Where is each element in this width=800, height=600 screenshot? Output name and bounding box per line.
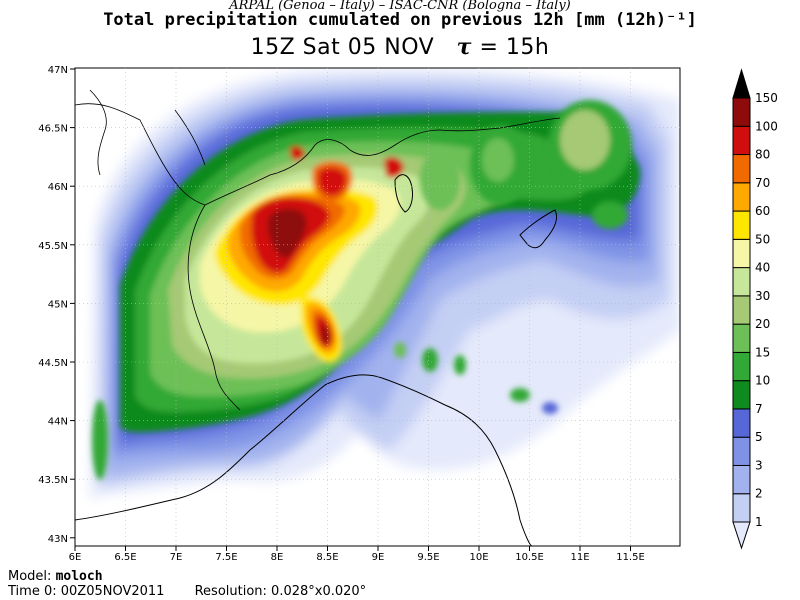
model-label: Model: (8, 569, 52, 584)
lon-tick-label: 10.5E (515, 552, 544, 563)
lon-tick-label: 9E (372, 552, 385, 563)
legend-level-label: 150 (755, 91, 778, 105)
legend-color-box (732, 238, 751, 269)
model-info: Model: moloch (8, 570, 103, 584)
run-info: Time 0: 00Z05NOV2011 Resolution: 0.028°x… (8, 585, 366, 599)
legend-level-label: 7 (755, 402, 763, 416)
color-legend: 1 2 3 5 7 10 15 20 30 40 50 60 70 80 100 150 (732, 68, 778, 550)
model-value: moloch (55, 569, 103, 584)
lat-tick-label: 43N (48, 534, 68, 545)
legend-level-label: 80 (755, 148, 770, 162)
legend-color-box (732, 436, 751, 466)
coastlines (75, 174, 558, 546)
lon-tick-label: 10E (469, 552, 488, 563)
borders (75, 89, 561, 411)
legend-end-triangle (732, 521, 751, 550)
valid-time-text: 15Z Sat 05 NOV (250, 35, 435, 60)
legend-level-label: 60 (755, 204, 770, 218)
legend-color-box (732, 125, 751, 156)
resolution-value: 0.028°x0.020° (271, 584, 367, 599)
legend-level-label: 3 (755, 458, 763, 472)
legend-color-box (732, 154, 751, 184)
legend-level-label: 15 (755, 345, 770, 359)
legend-level-label: 70 (755, 176, 770, 190)
lat-tick-label: 44.5N (38, 358, 68, 369)
lat-tick-label: 45N (48, 299, 68, 310)
tau-value: = 15h (479, 35, 550, 60)
valid-time: 15Z Sat 05 NOV τ = 15h (0, 34, 800, 60)
lon-tick-label: 6E (69, 552, 82, 563)
lat-tick-label: 47N (48, 65, 68, 76)
legend-color-box (732, 182, 751, 212)
legend-level-label: 100 (755, 119, 778, 133)
legend-level-label: 40 (755, 261, 770, 275)
legend-color-box (732, 464, 751, 495)
legend-color-box (732, 210, 751, 240)
legend-end-triangle (732, 68, 751, 99)
legend-level-label: 10 (755, 374, 770, 388)
legend-level-label: 30 (755, 289, 770, 303)
legend-color-box (732, 267, 751, 297)
axis-ticks: 6E 6.5E 7E 7.5E 8E 8.5E 9E 9.5E 10E 10.5E 11E 11.5E… (38, 65, 645, 563)
time0-label: Time 0: (8, 584, 57, 599)
lon-tick-label: 8.5E (316, 552, 338, 563)
lon-tick-label: 11.5E (616, 552, 645, 563)
time0-value: 00Z05NOV2011 (60, 584, 165, 599)
map-title: Total precipitation cumulated on previou… (103, 10, 697, 30)
legend-level-label: 2 (755, 487, 763, 501)
legend-color-box (732, 97, 751, 127)
legend-color-box (732, 351, 751, 382)
legend-level-label: 50 (755, 232, 770, 246)
lat-tick-label: 43.5N (38, 475, 68, 486)
legend-color-box (732, 493, 751, 523)
legend-color-box (732, 380, 751, 410)
legend-color-box (732, 295, 751, 325)
lon-tick-label: 7.5E (215, 552, 237, 563)
legend-level-label: 20 (755, 317, 770, 331)
resolution-label: Resolution: (194, 584, 267, 599)
lon-tick-label: 9.5E (417, 552, 439, 563)
legend-level-label: 1 (755, 515, 763, 529)
tau-symbol: τ (456, 34, 472, 60)
credit-line: ARPAL (Genoa – Italy) – ISAC-CNR (Bologn… (229, 0, 571, 13)
legend-color-box (732, 408, 751, 438)
lat-tick-label: 46N (48, 182, 68, 193)
lon-tick-label: 6.5E (114, 552, 136, 563)
lon-tick-label: 8E (271, 552, 284, 563)
lat-tick-label: 46.5N (38, 124, 68, 135)
lat-tick-label: 44N (48, 417, 68, 428)
legend-level-label: 5 (755, 430, 763, 444)
lon-tick-label: 11E (570, 552, 589, 563)
graticule (75, 68, 680, 546)
lon-tick-label: 7E (170, 552, 183, 563)
legend-color-box (732, 323, 751, 353)
lat-tick-label: 45.5N (38, 241, 68, 252)
